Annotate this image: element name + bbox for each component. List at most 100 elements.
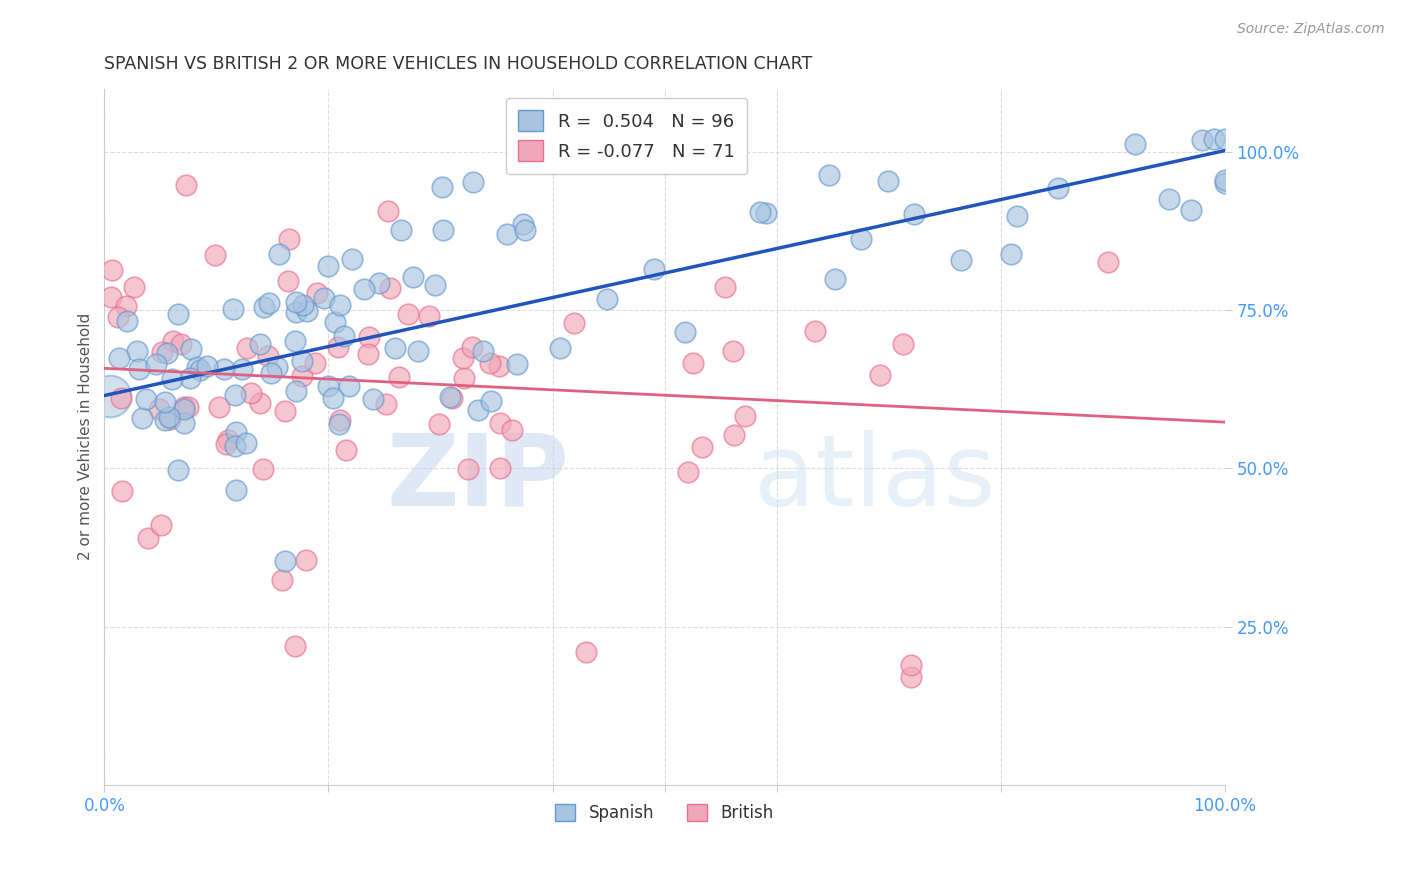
Point (107, 310, 129, 324)
Point (329, 413, 352, 427)
Point (186, 359, 208, 374)
Point (723, 428, 745, 442)
Point (575, 645, 598, 659)
Point (100, 290, 122, 304)
Point (274, 404, 297, 418)
Point (457, 461, 479, 475)
Point (208, 401, 231, 415)
Point (1097, 255, 1119, 269)
Point (353, 282, 375, 296)
Point (217, 433, 239, 447)
Point (359, 330, 381, 344)
Point (252, 462, 274, 476)
Text: Source: ZipAtlas.com: Source: ZipAtlas.com (1237, 22, 1385, 37)
Point (316, 259, 339, 273)
Point (312, 292, 335, 306)
Point (673, 326, 696, 340)
Point (108, 351, 131, 365)
Point (260, 366, 283, 380)
Point (488, 359, 510, 374)
Point (824, 271, 846, 285)
Point (378, 281, 401, 295)
Point (467, 403, 489, 417)
Point (1202, 132, 1225, 146)
Point (804, 324, 827, 338)
Point (173, 400, 195, 414)
Point (326, 340, 349, 354)
Point (307, 286, 329, 301)
Point (235, 341, 257, 355)
Point (869, 368, 891, 382)
Point (1213, 173, 1236, 187)
Point (328, 417, 350, 431)
Y-axis label: 2 or more Vehicles in Household: 2 or more Vehicles in Household (79, 313, 93, 560)
Point (179, 371, 201, 385)
Point (177, 400, 200, 414)
Point (110, 483, 132, 498)
Point (322, 391, 344, 405)
Point (170, 337, 193, 351)
Point (367, 277, 389, 291)
Point (427, 417, 450, 431)
Point (114, 299, 136, 313)
Point (377, 204, 399, 219)
Point (512, 217, 534, 231)
Point (453, 351, 475, 365)
Point (155, 345, 177, 359)
Point (150, 344, 173, 359)
Text: SPANISH VS BRITISH 2 OR MORE VEHICLES IN HOUSEHOLD CORRELATION CHART: SPANISH VS BRITISH 2 OR MORE VEHICLES IN… (104, 55, 813, 73)
Point (271, 573, 294, 587)
Point (249, 395, 271, 409)
Point (225, 425, 247, 439)
Point (548, 341, 571, 355)
Point (153, 395, 176, 409)
Point (900, 657, 922, 672)
Point (135, 392, 157, 407)
Point (714, 279, 737, 293)
Point (389, 223, 412, 237)
Point (239, 386, 262, 401)
Point (204, 248, 226, 262)
Point (1213, 176, 1236, 190)
Point (266, 360, 288, 375)
Point (253, 300, 276, 314)
Point (284, 304, 307, 318)
Point (1191, 133, 1213, 147)
Point (505, 357, 527, 371)
Point (643, 262, 665, 277)
Point (721, 344, 744, 359)
Point (432, 223, 454, 237)
Point (342, 252, 364, 266)
Point (284, 334, 307, 349)
Point (396, 307, 419, 321)
Point (891, 337, 914, 351)
Point (224, 388, 246, 402)
Point (1180, 202, 1202, 217)
Point (284, 295, 307, 310)
Point (180, 342, 202, 356)
Point (900, 670, 922, 684)
Point (98, 388, 121, 402)
Point (188, 363, 211, 377)
Point (596, 292, 619, 306)
Point (335, 443, 357, 458)
Point (876, 174, 898, 188)
Legend: Spanish, British: Spanish, British (548, 797, 780, 829)
Point (1123, 137, 1146, 152)
Point (562, 316, 585, 330)
Point (148, 401, 170, 416)
Point (136, 531, 159, 545)
Point (406, 344, 429, 359)
Point (257, 349, 280, 363)
Point (159, 412, 181, 426)
Point (471, 343, 494, 358)
Point (284, 639, 307, 653)
Point (903, 207, 925, 221)
Point (1005, 210, 1028, 224)
Point (818, 169, 841, 183)
Point (361, 392, 384, 406)
Point (734, 409, 756, 423)
Point (489, 461, 512, 475)
Point (100, 263, 122, 277)
Text: atlas: atlas (754, 430, 995, 527)
